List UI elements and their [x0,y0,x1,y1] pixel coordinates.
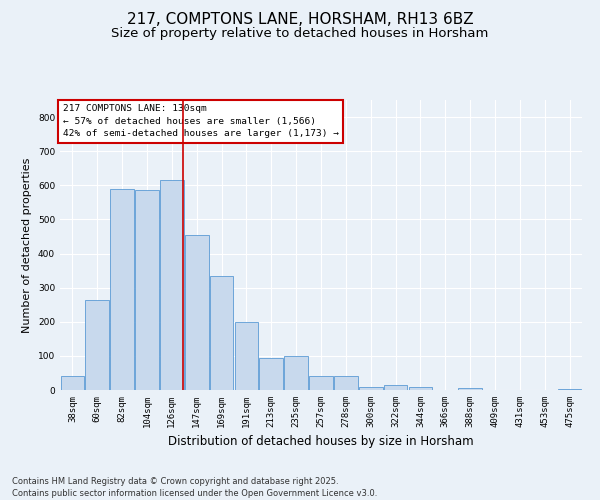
Bar [409,386,432,390]
Bar [135,190,159,390]
Bar [309,376,333,390]
Bar [235,322,258,390]
Bar [259,358,283,390]
Text: Contains HM Land Registry data © Crown copyright and database right 2025.
Contai: Contains HM Land Registry data © Crown c… [12,476,377,498]
Y-axis label: Number of detached properties: Number of detached properties [22,158,32,332]
Bar [210,276,233,390]
Bar [160,180,184,390]
Text: Size of property relative to detached houses in Horsham: Size of property relative to detached ho… [112,28,488,40]
X-axis label: Distribution of detached houses by size in Horsham: Distribution of detached houses by size … [168,436,474,448]
Bar [284,356,308,390]
Bar [359,386,383,390]
Bar [85,300,109,390]
Bar [458,388,482,390]
Text: 217 COMPTONS LANE: 130sqm
← 57% of detached houses are smaller (1,566)
42% of se: 217 COMPTONS LANE: 130sqm ← 57% of detac… [62,104,338,138]
Bar [334,376,358,390]
Bar [61,376,84,390]
Bar [384,385,407,390]
Bar [185,235,209,390]
Bar [110,188,134,390]
Text: 217, COMPTONS LANE, HORSHAM, RH13 6BZ: 217, COMPTONS LANE, HORSHAM, RH13 6BZ [127,12,473,28]
